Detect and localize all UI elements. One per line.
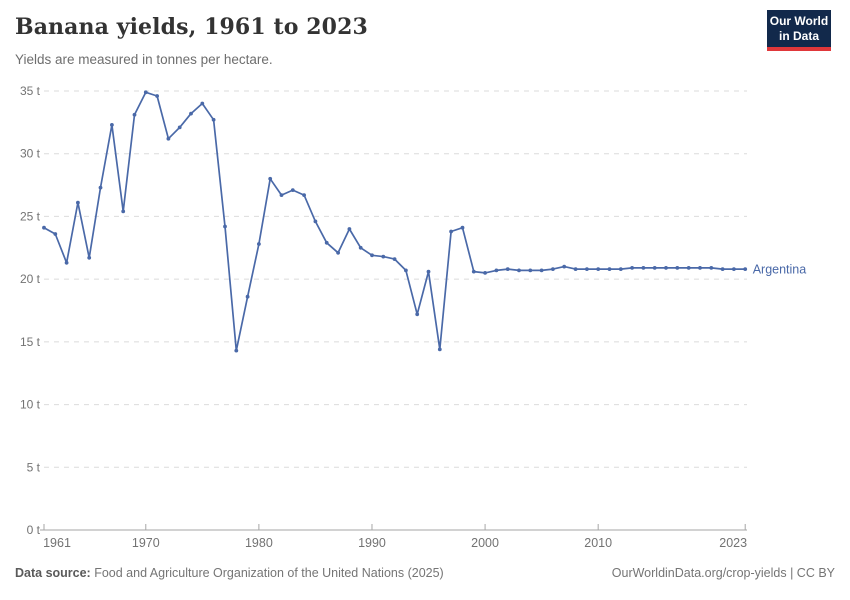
y-tick-label: 15 t	[20, 335, 41, 349]
data-point-marker[interactable]	[177, 125, 182, 130]
y-tick-label: 0 t	[27, 523, 41, 537]
data-source-note: Data source: Food and Agriculture Organi…	[15, 566, 444, 580]
y-tick-label: 10 t	[20, 398, 41, 412]
data-point-marker[interactable]	[652, 266, 657, 270]
data-point-marker[interactable]	[155, 94, 160, 98]
data-point-marker[interactable]	[200, 101, 205, 106]
chart-title: Banana yields, 1961 to 2023	[15, 14, 368, 40]
x-tick-label: 1961	[43, 536, 71, 550]
data-point-marker[interactable]	[437, 347, 442, 352]
data-point-marker[interactable]	[709, 266, 714, 270]
data-point-marker[interactable]	[290, 188, 295, 192]
data-point-marker[interactable]	[404, 268, 408, 273]
argentina-line[interactable]	[43, 91, 747, 352]
data-point-marker[interactable]	[664, 266, 668, 270]
data-point-marker[interactable]	[596, 267, 601, 271]
data-point-marker[interactable]	[732, 267, 736, 271]
x-tick-label: 2023	[719, 536, 747, 550]
data-point-marker[interactable]	[76, 200, 80, 205]
data-point-marker[interactable]	[143, 90, 148, 95]
data-point-marker[interactable]	[618, 267, 623, 271]
data-point-marker[interactable]	[324, 240, 329, 245]
data-point-marker[interactable]	[279, 193, 284, 197]
data-point-marker[interactable]	[471, 269, 476, 274]
yield-line-chart[interactable]: 0 t 5 t 10 t 15 t 20 t 25 t 30 t 35 t 1961 1970 19…	[0, 78, 850, 560]
data-point-marker[interactable]	[517, 268, 521, 273]
owid-logo[interactable]: Our World in Data	[767, 10, 831, 51]
data-point-marker[interactable]	[641, 266, 646, 270]
data-source-text: Food and Agriculture Organization of the…	[90, 566, 444, 580]
data-point-marker[interactable]	[551, 267, 555, 271]
data-point-marker[interactable]	[189, 111, 193, 116]
data-point-marker[interactable]	[573, 267, 578, 271]
data-point-marker[interactable]	[381, 254, 386, 259]
y-tick-label: 35 t	[20, 84, 41, 98]
data-point-marker[interactable]	[505, 267, 510, 271]
y-tick-label: 5 t	[27, 460, 41, 474]
data-point-marker[interactable]	[392, 257, 397, 261]
data-point-marker[interactable]	[110, 123, 114, 127]
data-point-marker[interactable]	[460, 225, 465, 230]
data-point-marker[interactable]	[686, 266, 691, 270]
data-point-marker[interactable]	[607, 267, 612, 271]
x-tick-label: 2010	[584, 536, 612, 550]
data-point-marker[interactable]	[336, 250, 340, 255]
data-point-marker[interactable]	[743, 267, 748, 271]
owid-logo-line1: Our World	[769, 14, 829, 28]
data-point-marker[interactable]	[42, 225, 46, 230]
data-point-marker[interactable]	[64, 260, 69, 265]
x-tick-label: 1980	[245, 536, 273, 550]
data-point-marker[interactable]	[234, 348, 239, 353]
chart-subtitle: Yields are measured in tonnes per hectar…	[15, 52, 273, 67]
data-point-marker[interactable]	[370, 253, 374, 258]
data-point-marker[interactable]	[245, 294, 250, 299]
data-point-marker[interactable]	[585, 267, 589, 271]
y-tick-label: 25 t	[20, 209, 41, 223]
data-point-marker[interactable]	[449, 229, 453, 234]
data-point-marker[interactable]	[415, 312, 420, 317]
data-point-marker[interactable]	[223, 224, 227, 229]
data-point-marker[interactable]	[494, 268, 499, 273]
data-point-marker[interactable]	[166, 136, 171, 141]
data-point-marker[interactable]	[698, 266, 702, 270]
owid-url-link[interactable]: OurWorldinData.org/crop-yields | CC BY	[611, 566, 835, 580]
data-point-marker[interactable]	[53, 232, 58, 236]
data-point-marker[interactable]	[313, 219, 318, 224]
data-point-marker[interactable]	[302, 193, 306, 197]
data-point-marker[interactable]	[675, 266, 680, 270]
data-point-marker[interactable]	[630, 266, 634, 270]
data-point-marker[interactable]	[211, 117, 216, 122]
data-point-marker[interactable]	[720, 267, 725, 271]
y-tick-label: 20 t	[20, 272, 41, 286]
data-source-label: Data source:	[15, 566, 91, 580]
data-point-marker[interactable]	[528, 268, 533, 273]
data-point-marker[interactable]	[98, 185, 103, 190]
data-point-marker[interactable]	[483, 271, 487, 275]
y-tick-label: 30 t	[20, 147, 41, 161]
x-tick-label: 1990	[358, 536, 386, 550]
data-point-marker[interactable]	[358, 245, 363, 250]
x-tick-label: 2000	[471, 536, 499, 550]
data-point-marker[interactable]	[87, 255, 92, 260]
owid-logo-line2: in Data	[778, 29, 819, 43]
data-point-marker[interactable]	[121, 209, 126, 214]
data-point-marker[interactable]	[257, 242, 261, 246]
data-point-marker[interactable]	[268, 176, 273, 181]
data-point-marker[interactable]	[562, 264, 567, 269]
chart-footer: Data source: Food and Agriculture Organi…	[15, 566, 835, 580]
series-label-argentina[interactable]: Argentina	[753, 263, 807, 277]
data-point-marker[interactable]	[347, 227, 352, 231]
data-point-marker[interactable]	[426, 269, 431, 274]
data-point-marker[interactable]	[132, 112, 137, 117]
data-point-marker[interactable]	[539, 268, 544, 273]
x-tick-label: 1970	[132, 536, 160, 550]
